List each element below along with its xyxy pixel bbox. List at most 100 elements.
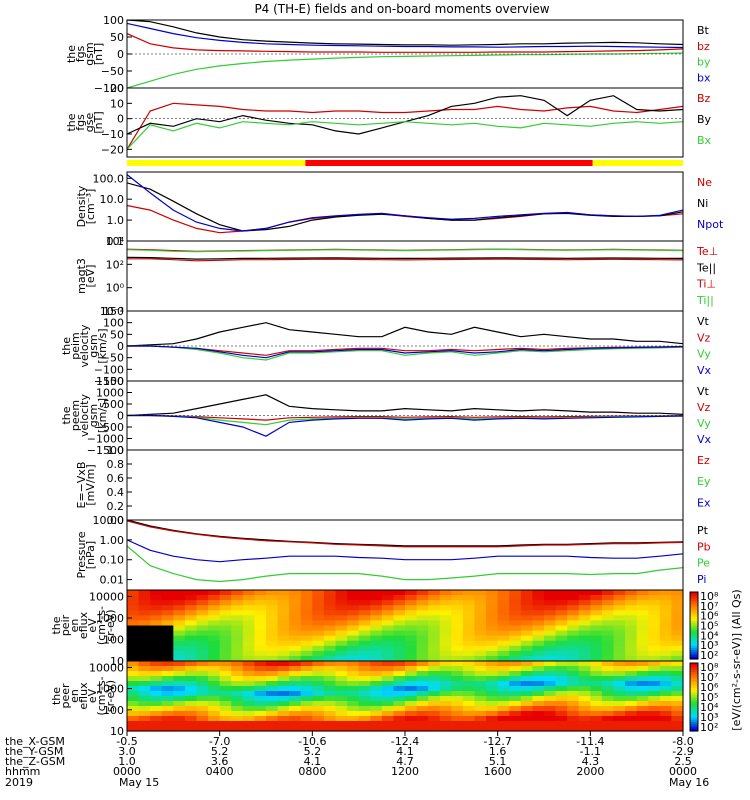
peir_eflux-cell — [138, 605, 151, 611]
peer_eflux-cell — [405, 721, 418, 727]
colorbar-tick-label: 10⁴ — [700, 629, 719, 642]
peir_eflux-cell — [289, 595, 302, 601]
peir_eflux-cell — [486, 600, 499, 606]
peir_eflux-cell — [312, 615, 325, 622]
peir_eflux-cell — [486, 590, 499, 596]
peir_eflux-cell — [184, 635, 198, 642]
peer_eflux-ylabel: (cm²-s- — [95, 676, 108, 715]
peer_eflux-cell — [254, 726, 267, 732]
peir_eflux-cell — [150, 590, 163, 596]
peer_eflux-cell — [323, 671, 337, 677]
peer_eflux-cell — [532, 686, 545, 692]
peir_eflux-cell — [312, 620, 325, 627]
peer_eflux-cell — [393, 671, 406, 677]
orbit-row-value: -1.1 — [580, 745, 601, 758]
temperature-legend-Te: Te|| — [696, 261, 716, 274]
peir_eflux-cell — [601, 620, 615, 627]
peir_eflux-cell — [300, 610, 313, 616]
peer_eflux-cell — [659, 686, 673, 692]
peir_eflux-cell — [138, 655, 151, 662]
peer_eflux-cell — [381, 716, 395, 722]
peer_eflux-cell — [161, 721, 174, 727]
peer_eflux-cell — [451, 706, 464, 712]
peir_eflux-cell — [381, 625, 395, 632]
colorbar-cell — [690, 603, 698, 606]
peir_eflux-cell — [266, 655, 279, 662]
peer_eflux-cell — [428, 721, 441, 727]
fgs_gsm-legend-by: by — [697, 56, 711, 69]
orbit-row-value: -11.4 — [576, 735, 604, 748]
peer_eflux-cell — [509, 671, 522, 677]
peir_eflux-cell — [289, 655, 302, 662]
peir_eflux-cell — [544, 600, 557, 606]
peim_velocity-series-Vx-line — [127, 345, 684, 359]
peer_eflux-cell — [659, 716, 673, 722]
peir_eflux-cell — [532, 605, 545, 611]
peir_eflux-cell — [439, 600, 452, 606]
peer_eflux-cell — [428, 676, 441, 682]
peir_eflux-cell — [486, 625, 499, 632]
peir_eflux-cell — [451, 655, 464, 662]
peer_eflux-cell — [532, 661, 545, 667]
peir_eflux-cell — [648, 635, 661, 642]
peir_eflux-cell — [393, 615, 406, 622]
peer_eflux-cell — [370, 691, 383, 697]
peir_eflux-cell — [590, 635, 603, 642]
peer_eflux-cell — [416, 661, 429, 667]
peir_eflux-cell — [555, 590, 568, 596]
peir_eflux-cell — [544, 590, 557, 596]
peer_eflux-cell — [150, 726, 163, 732]
peir_eflux-cell — [671, 615, 684, 622]
peir_eflux-cell — [416, 605, 429, 611]
peer_eflux-cell — [208, 661, 221, 667]
peer_eflux-cell — [532, 711, 545, 717]
peir_eflux-cell — [300, 650, 313, 657]
peer_eflux-cell — [300, 681, 313, 687]
peir_eflux-cell — [266, 590, 279, 596]
peir_eflux-cell — [150, 635, 163, 642]
peir_eflux-cell — [544, 645, 557, 652]
peir_eflux-cell — [555, 645, 568, 652]
peer_eflux-cell — [555, 716, 568, 722]
peer_eflux-cell — [462, 661, 476, 667]
peir_eflux-cell — [590, 590, 603, 596]
peer_eflux-cell — [601, 721, 615, 727]
peer_eflux-cell — [219, 686, 232, 692]
peir_eflux-cell — [578, 615, 591, 622]
peer_eflux-cell — [509, 721, 522, 727]
peir_eflux-cell — [335, 595, 348, 601]
colorbar-cell — [690, 690, 698, 694]
peir_eflux-cell — [300, 590, 313, 596]
peir_eflux-ylabel: peir — [59, 614, 72, 636]
peer_eflux-cell — [161, 661, 174, 667]
peir_eflux-cell — [150, 640, 163, 647]
peim_velocity-ytick-label: −50 — [101, 352, 124, 365]
peir_eflux-cell — [370, 605, 383, 611]
peer_eflux-cell — [127, 661, 140, 667]
peer_eflux-cell — [173, 686, 186, 692]
peer_eflux-cell — [184, 711, 198, 717]
peer_eflux-cell — [555, 696, 568, 702]
peir_eflux-cell — [161, 655, 174, 662]
peer_eflux-cell — [289, 666, 302, 672]
peir_eflux-cell — [555, 630, 568, 637]
peir_eflux-cell — [335, 610, 348, 616]
peir_eflux-cell — [173, 640, 186, 647]
fgs_gse-ytick-label: 20 — [110, 82, 124, 95]
peir_eflux-cell — [439, 595, 452, 601]
temperature-legend-Ti: Ti|| — [696, 294, 714, 307]
peer_eflux-cell — [462, 711, 476, 717]
peer_eflux-cell — [161, 706, 174, 712]
peir_eflux-cell — [532, 595, 545, 601]
peir_eflux-cell — [150, 610, 163, 616]
peir_eflux-cell — [439, 655, 452, 662]
peir_eflux-cell — [648, 630, 661, 637]
peer_eflux-cell — [532, 681, 545, 687]
peer_eflux-cell — [184, 681, 198, 687]
peir_eflux-cell — [671, 630, 684, 637]
density-series-Ni-line — [126, 182, 684, 232]
peer_eflux-cell — [208, 701, 221, 707]
peer_eflux-cell — [439, 666, 452, 672]
peer_eflux-cell — [347, 726, 360, 732]
